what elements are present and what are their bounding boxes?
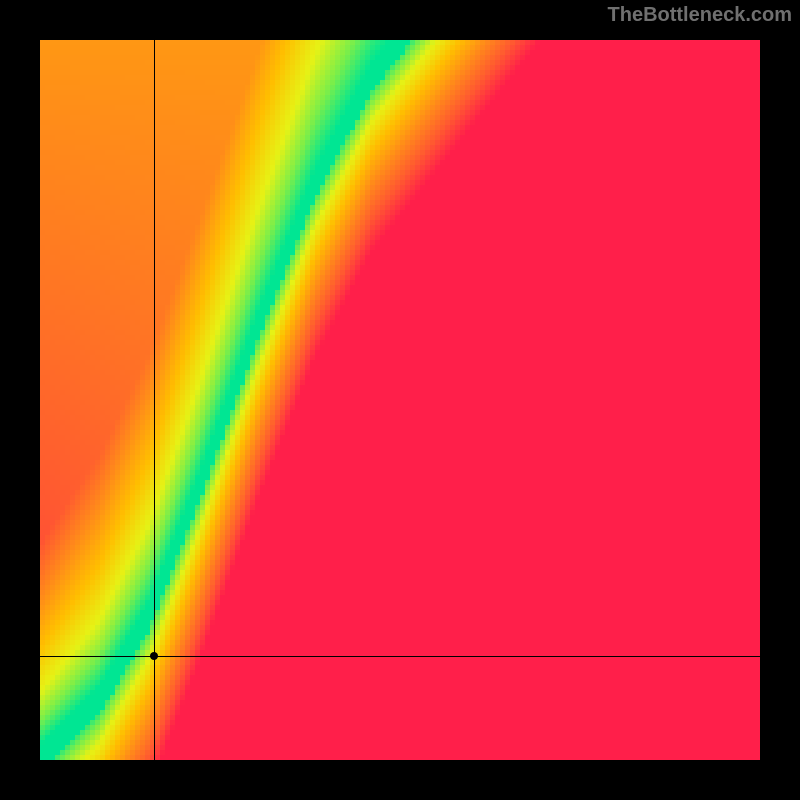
chart-container: TheBottleneck.com <box>0 0 800 800</box>
watermark-text: TheBottleneck.com <box>608 4 792 27</box>
plot-area <box>40 40 760 760</box>
heatmap-canvas <box>40 40 760 760</box>
crosshair-horizontal-line <box>40 656 760 657</box>
crosshair-marker-dot <box>150 652 158 660</box>
